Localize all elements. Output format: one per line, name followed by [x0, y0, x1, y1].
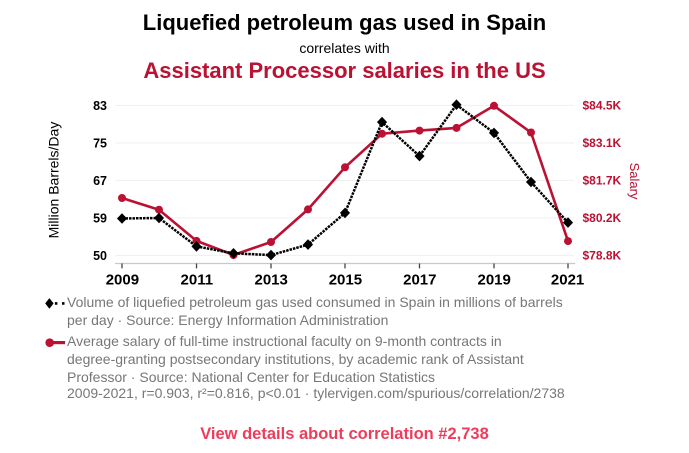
- svg-text:2009: 2009: [106, 271, 139, 288]
- svg-text:83: 83: [93, 99, 107, 113]
- svg-text:$78.8K: $78.8K: [583, 249, 622, 263]
- svg-text:$84.5K: $84.5K: [583, 99, 622, 113]
- svg-text:$80.2K: $80.2K: [583, 211, 622, 225]
- svg-text:59: 59: [93, 212, 107, 226]
- svg-text:67: 67: [93, 174, 107, 188]
- svg-text:Million Barrels/Day: Million Barrels/Day: [46, 122, 62, 239]
- svg-text:Salary: Salary: [627, 163, 642, 200]
- svg-text:$83.1K: $83.1K: [583, 136, 622, 150]
- svg-text:75: 75: [93, 137, 107, 151]
- svg-text:2015: 2015: [329, 271, 362, 288]
- svg-text:$81.7K: $81.7K: [583, 174, 622, 188]
- svg-text:2011: 2011: [181, 271, 214, 288]
- svg-text:50: 50: [93, 249, 107, 263]
- svg-text:2013: 2013: [255, 271, 288, 288]
- svg-text:2017: 2017: [403, 271, 436, 288]
- svg-text:2021: 2021: [551, 271, 584, 288]
- svg-text:2019: 2019: [478, 271, 511, 288]
